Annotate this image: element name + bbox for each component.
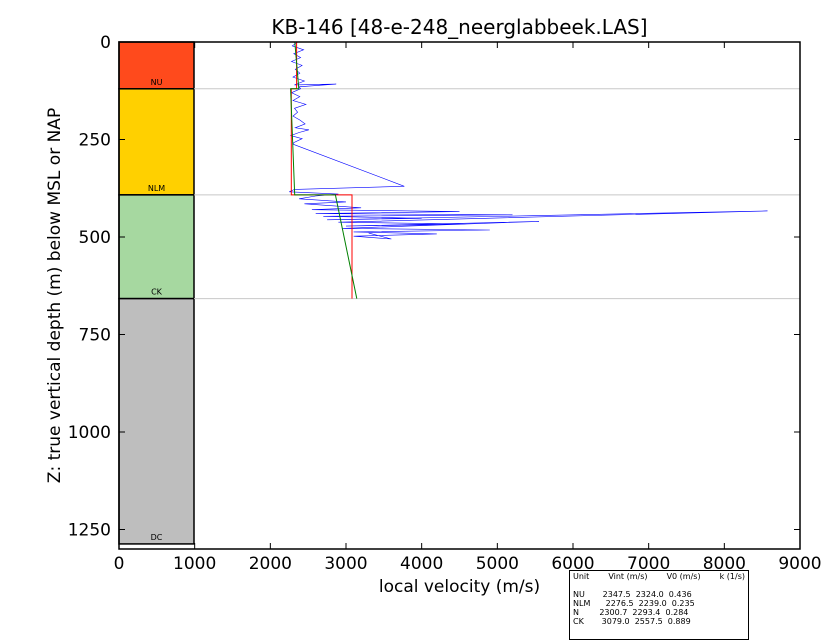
legend-row: N 2300.7 2293.4 0.284 [573, 608, 689, 617]
x-tick-label: 5000 [476, 554, 519, 574]
velocity-table-legend: Unit Vint (m/s) V0 (m/s) k (1/s) NU 2347.5 … [569, 570, 749, 640]
x-tick-label: 3000 [324, 554, 367, 574]
unit-block [118, 297, 195, 545]
unit-label: NLM [148, 184, 165, 193]
axis-ticks: 0 1000 2000 3000 4000 5000 6000 7000 8000 9000 0 25… [68, 33, 822, 574]
series-layer [289, 42, 768, 299]
y-tick-label: 250 [79, 131, 111, 151]
legend-header: Unit Vint (m/s) V0 (m/s) k (1/s) [573, 572, 745, 581]
x-tick-label: 7000 [627, 554, 670, 574]
x-tick-label: 2000 [249, 554, 292, 574]
x-axis-label: local velocity (m/s) [379, 577, 540, 597]
x-tick-label: 1000 [173, 554, 216, 574]
chart-title: KB-146 [48-e-248_neerglabbeek.LAS] [271, 15, 647, 39]
unit-label: NU [151, 78, 163, 87]
boundary-lines [194, 88, 800, 300]
unit-block [118, 194, 195, 300]
stratigraphy-column: NU NLM CK DC [118, 41, 195, 545]
x-tick-label: 0 [114, 554, 125, 574]
y-tick-label: 500 [79, 228, 111, 248]
legend-header-cell: Vint (m/s) [608, 572, 648, 581]
legend-header-cell: V0 (m/s) [666, 572, 701, 581]
legend-header-cell: Unit [573, 572, 590, 581]
legend-rows: NU 2347.5 2324.0 0.436 NLM 2276.5 2239.0 … [573, 590, 745, 626]
y-tick-label: 0 [100, 33, 111, 53]
y-tick-label: 1250 [68, 521, 111, 541]
y-axis-label: Z: true vertical depth (m) below MSL or … [45, 108, 65, 483]
x-tick-label: 8000 [703, 554, 746, 574]
legend-row: CK 3079.0 2557.5 0.889 [573, 617, 691, 626]
y-tick-label: 750 [79, 326, 111, 346]
legend-row: NU 2347.5 2324.0 0.436 [573, 590, 692, 599]
y-tick-label: 1000 [68, 423, 111, 443]
x-tick-label: 4000 [400, 554, 443, 574]
series-line-3 [290, 42, 358, 299]
plot-frame [118, 41, 801, 550]
legend-header-cell: k (1/s) [719, 572, 745, 581]
series-line-2 [290, 42, 353, 299]
x-tick-label: 6000 [551, 554, 594, 574]
legend-row: NLM 2276.5 2239.0 0.235 [573, 599, 695, 608]
series-line-1 [289, 42, 768, 240]
unit-label: CK [151, 288, 163, 297]
x-tick-label: 9000 [778, 554, 821, 574]
unit-label: DC [151, 533, 163, 542]
unit-block [118, 88, 195, 196]
